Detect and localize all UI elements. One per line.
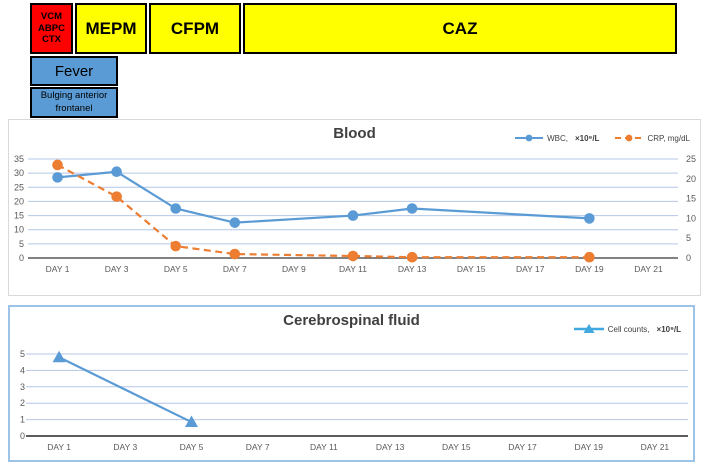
csf-chart-svg: 5 4 3 2 1 0 DAY 1 DAY 3 DAY 5 DAY 7 DAY 11 DAY 13 DA…	[20, 349, 688, 452]
cell-counts-line-icon	[573, 324, 604, 333]
legend-item-wbc: WBC, ×10⁹/L	[515, 133, 599, 143]
svg-text:DAY 11: DAY 11	[310, 442, 338, 452]
clinical-bar-label: Bulging anterior frontanel	[40, 90, 108, 114]
blood-chart-panel: 35 30 25 20 15 10 5 0 25 20 15 10 5 0 DAY 1 DAY 3 DAY 5 D…	[8, 119, 701, 296]
svg-text:DAY 21: DAY 21	[634, 264, 663, 274]
svg-text:DAY 1: DAY 1	[46, 264, 70, 274]
crp-line-icon	[615, 134, 644, 142]
treatment-bar-vcm-abpc-ctx: VCM ABPC CTX	[30, 3, 73, 54]
svg-text:30: 30	[14, 168, 24, 178]
treatment-bar-label: CAZ	[442, 18, 478, 38]
csf-chart-panel: 5 4 3 2 1 0 DAY 1 DAY 3 DAY 5 DAY 7 DAY 11 DAY 13 DA…	[8, 305, 695, 462]
svg-text:1: 1	[20, 415, 25, 425]
svg-text:3: 3	[20, 382, 25, 392]
svg-text:5: 5	[686, 233, 691, 243]
svg-text:DAY 7: DAY 7	[246, 442, 270, 452]
svg-text:DAY 21: DAY 21	[641, 442, 670, 452]
clinical-bar-label: Fever	[54, 62, 94, 80]
csf-chart-title: Cerebrospinal fluid	[283, 312, 420, 329]
legend-label-crp: CRP, mg/dL	[647, 133, 690, 143]
svg-text:DAY 3: DAY 3	[105, 264, 129, 274]
legend-label-wbc: WBC,	[547, 133, 568, 143]
legend-unit-cell-counts: ×10⁹/L	[656, 324, 681, 334]
legend-unit-wbc: ×10⁹/L	[574, 133, 600, 143]
treatment-bar-caz: CAZ	[243, 3, 677, 54]
svg-text:DAY 9: DAY 9	[282, 264, 306, 274]
legend-item-crp: CRP, mg/dL	[615, 133, 690, 143]
treatment-bar-mepm: MEPM	[75, 3, 147, 54]
clinical-bar-bulging-frontanel: Bulging anterior frontanel	[30, 87, 118, 118]
svg-text:DAY 5: DAY 5	[180, 442, 204, 452]
svg-text:5: 5	[20, 349, 25, 359]
svg-text:0: 0	[686, 253, 691, 263]
treatment-bar-cfpm: CFPM	[149, 3, 241, 54]
svg-text:20: 20	[14, 196, 24, 206]
treatment-bar-label: VCM ABPC CTX	[38, 10, 65, 46]
svg-text:4: 4	[20, 365, 25, 375]
wbc-line-icon	[515, 134, 544, 142]
svg-text:DAY 15: DAY 15	[442, 442, 471, 452]
svg-text:2: 2	[20, 398, 25, 408]
svg-text:DAY 13: DAY 13	[376, 442, 405, 452]
svg-text:DAY 19: DAY 19	[575, 264, 604, 274]
svg-text:DAY 5: DAY 5	[164, 264, 188, 274]
svg-text:25: 25	[14, 182, 24, 192]
svg-text:DAY 17: DAY 17	[508, 442, 537, 452]
svg-text:5: 5	[19, 239, 24, 249]
blood-chart-svg: 35 30 25 20 15 10 5 0 25 20 15 10 5 0 DAY 1 DAY 3 DAY 5 D…	[14, 154, 696, 274]
clinical-bar-fever: Fever	[30, 56, 118, 86]
svg-text:DAY 19: DAY 19	[574, 442, 603, 452]
svg-text:DAY 11: DAY 11	[339, 264, 367, 274]
svg-text:DAY 17: DAY 17	[516, 264, 545, 274]
svg-text:10: 10	[686, 213, 696, 223]
svg-text:0: 0	[20, 431, 25, 441]
legend-item-cell-counts: Cell counts, ×10⁹/L	[573, 323, 681, 335]
blood-legend: WBC, ×10⁹/L CRP, mg/dL	[515, 133, 690, 143]
svg-text:DAY 7: DAY 7	[223, 264, 247, 274]
blood-chart-title: Blood	[333, 125, 376, 142]
svg-text:20: 20	[686, 174, 696, 184]
svg-text:DAY 13: DAY 13	[398, 264, 427, 274]
svg-text:15: 15	[14, 211, 24, 221]
csf-legend: Cell counts, ×10⁹/L	[573, 323, 681, 335]
svg-text:35: 35	[14, 154, 24, 164]
svg-text:DAY 3: DAY 3	[113, 442, 137, 452]
svg-text:25: 25	[686, 154, 696, 164]
treatment-bar-label: MEPM	[85, 18, 137, 38]
svg-text:DAY 15: DAY 15	[457, 264, 486, 274]
svg-text:0: 0	[19, 253, 24, 263]
legend-label-cell-counts: Cell counts,	[607, 324, 650, 334]
svg-text:15: 15	[686, 194, 696, 204]
svg-text:10: 10	[14, 225, 24, 235]
svg-text:DAY 1: DAY 1	[47, 442, 71, 452]
treatment-bar-label: CFPM	[170, 18, 220, 38]
